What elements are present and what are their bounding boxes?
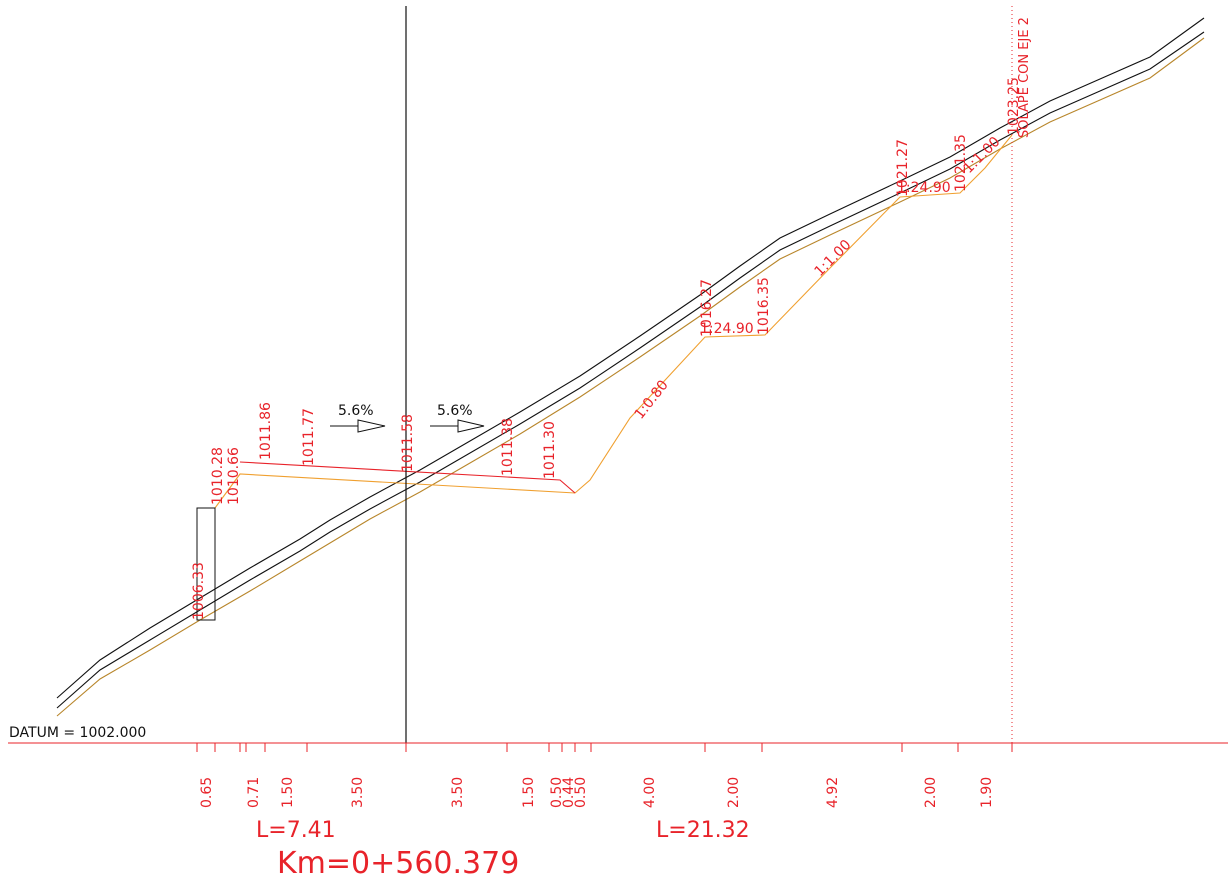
distance-label: 4.00 xyxy=(642,777,658,808)
elevation-label: 1016.27 xyxy=(699,279,715,337)
distance-label: 0.50 xyxy=(573,777,589,808)
length-label-left: L=7.41 xyxy=(256,818,336,843)
distance-label: 3.50 xyxy=(350,777,366,808)
slope-arrow-right xyxy=(430,419,485,433)
distance-label: 0.71 xyxy=(246,777,262,808)
design-grade-line xyxy=(239,461,576,494)
distance-label: 2.00 xyxy=(726,777,742,808)
terrain-line-lower xyxy=(56,31,1205,709)
distance-label: 2.00 xyxy=(923,777,939,808)
elevation-label: 1023.25 xyxy=(1006,77,1022,135)
elevation-label: 1021.35 xyxy=(953,134,969,192)
slope-label-left: 5.6% xyxy=(338,403,374,419)
elevation-label: 1016.35 xyxy=(756,277,772,335)
elevation-label: 1011.30 xyxy=(542,421,558,479)
overlap-label: SOLAPE CON EJE 2 xyxy=(1017,17,1032,138)
structure-box xyxy=(196,507,216,621)
datum-label: DATUM = 1002.000 xyxy=(9,725,146,741)
distance-label: 3.50 xyxy=(450,777,466,808)
length-label-right: L=21.32 xyxy=(656,818,750,843)
elevation-label: 1010.66 xyxy=(226,447,242,505)
elevation-label: 1011.38 xyxy=(500,418,516,476)
elevation-label: 1011.58 xyxy=(400,414,416,472)
side-slope-label: 1:24.90 xyxy=(700,321,754,337)
distance-label: 0.44 xyxy=(561,777,577,808)
distance-label: 0.50 xyxy=(549,777,565,808)
section-outline xyxy=(214,134,1013,509)
distance-label: 4.92 xyxy=(825,777,841,808)
side-slope-label: 1:0.80 xyxy=(632,377,672,422)
terrain-line-upper xyxy=(56,17,1205,699)
slope-label-right: 5.6% xyxy=(437,403,473,419)
distance-label: 0.65 xyxy=(199,777,215,808)
distance-label: 1.90 xyxy=(979,777,995,808)
baseline-ticks xyxy=(196,743,1013,752)
distance-label: 1.50 xyxy=(521,777,537,808)
side-slope-label: 1:24.90 xyxy=(897,180,951,196)
elevation-label: 1010.28 xyxy=(210,447,226,505)
slope-arrow-left xyxy=(330,419,386,433)
elevation-label: 1021.27 xyxy=(895,139,911,197)
elevation-label: 1006.33 xyxy=(191,562,207,620)
elevation-label: 1011.86 xyxy=(258,402,274,460)
elevation-label: 1011.77 xyxy=(301,408,317,466)
ground-line xyxy=(56,37,1205,717)
distance-label: 1.50 xyxy=(280,777,296,808)
side-slope-label: 1:1.00 xyxy=(812,237,855,280)
station-label: Km=0+560.379 xyxy=(277,846,519,881)
